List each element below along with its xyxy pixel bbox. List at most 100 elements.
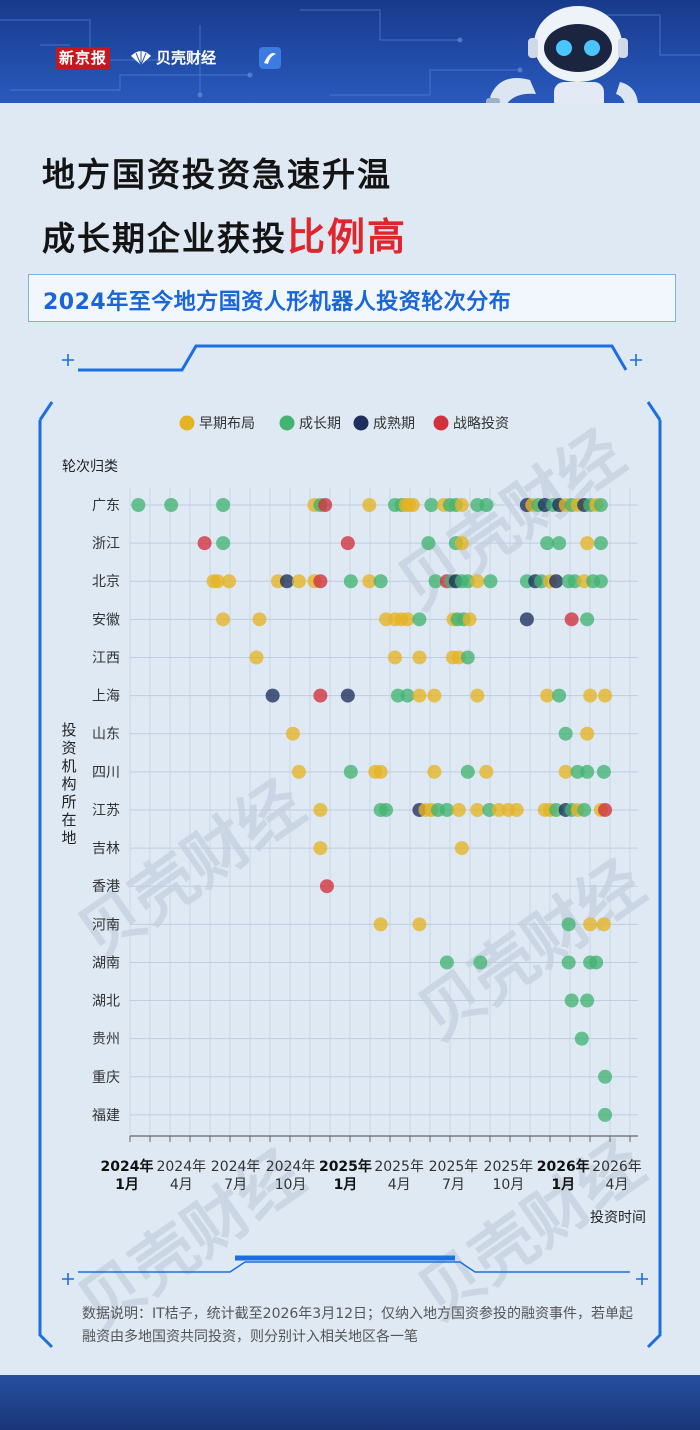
x-tick-month: 1月 [551,1177,575,1193]
data-point-growth [598,1069,613,1084]
data-point-growth [460,764,475,779]
data-point-early [470,802,485,817]
data-point-early [405,498,420,512]
x-tick-year: 2024年 [101,1158,154,1175]
data-point-growth [424,498,439,512]
data-point-strategic [564,612,579,627]
data-point-growth [479,498,494,512]
y-axis-side-char: 在 [61,811,76,829]
data-point-early [427,764,442,779]
x-tick-month: 4月 [170,1177,193,1193]
data-point-early [596,917,611,932]
data-point-early [583,688,598,703]
data-point-early [387,650,402,665]
page-title-line1: 地方国资投资急速升温 [42,155,392,194]
data-point-early [558,764,573,779]
category-label: 广东 [92,498,120,514]
data-point-strategic [319,879,334,894]
x-tick-year: 2024年 [211,1159,261,1175]
data-point-early [598,688,613,703]
x-tick-month: 4月 [388,1177,411,1193]
category-label: 吉林 [92,841,120,857]
legend-label-growth: 成长期 [299,416,341,432]
data-point-growth [574,1031,589,1046]
data-point-early [454,536,469,551]
data-point-early [210,574,225,589]
data-point-early [249,650,264,665]
data-point-growth [561,955,576,970]
data-point-growth [412,612,427,627]
category-label: 香港 [92,879,120,895]
legend-label-mature: 成熟期 [373,416,415,432]
x-tick-year: 2025年 [374,1159,424,1175]
xinjingbao-logo: 新京报 [56,47,110,69]
data-point-early [252,612,267,627]
circuit-pattern [0,9,700,98]
data-point-early [583,917,598,932]
data-point-early [412,688,427,703]
data-point-growth [164,498,179,512]
x-tick-month: 7月 [224,1177,247,1193]
x-tick-year: 2024年 [266,1159,316,1175]
x-axis: 2024年 1月 2024年 4月 2024年 7月 2024年 10月 2025年 1月 2025… [101,1135,646,1226]
data-point-growth [483,574,498,589]
y-axis-side-char: 资 [61,739,76,757]
data-point-growth [552,536,567,551]
data-point-early [291,764,306,779]
data-point-growth [552,688,567,703]
data-point-growth [561,917,576,932]
robot-icon [486,6,639,120]
data-point-growth [580,993,595,1008]
page-title-line2: 成长期企业获投比例高 [42,206,407,261]
data-point-growth [577,802,592,817]
category-label: 湖南 [92,955,120,971]
y-axis-title: 轮次归类 [62,458,118,475]
category-label: 湖北 [92,994,120,1010]
category-label: 北京 [92,574,120,590]
data-point-strategic [598,802,613,817]
data-point-growth [589,955,604,970]
data-point-growth [593,574,608,589]
data-point-early [470,688,485,703]
data-point-mature [340,688,355,703]
data-point-growth [343,764,358,779]
data-point-early [400,612,415,627]
data-point-early [291,574,306,589]
data-point-growth [400,688,415,703]
subtitle-box: 2024年至今地方国资人形机器人投资轮次分布 [28,274,676,322]
data-point-growth [598,1107,613,1122]
data-point-growth [216,536,231,551]
data-point-growth [343,574,358,589]
category-label: 江西 [92,650,120,666]
data-point-growth [131,498,146,512]
chart-legend: 早期布局 成长期 成熟期 战略投资 [179,415,509,432]
y-axis-side-char: 构 [61,775,76,793]
category-label: 浙江 [92,536,120,552]
data-point-early [451,802,466,817]
data-point-early [462,612,477,627]
title-line2-highlight: 比例高 [287,215,408,259]
x-tick-year: 2026年 [537,1158,590,1175]
scatter-chart: 早期布局 成长期 成熟期 战略投资 轮次归类广东浙江北京安徽江西上海山东四川江苏吉林香… [61,415,646,1226]
category-label: 福建 [92,1108,120,1124]
data-point-early [373,764,388,779]
data-point-growth [580,612,595,627]
legend-label-strategic: 战略投资 [453,416,509,432]
data-point-early [540,688,555,703]
x-tick-month: 10月 [275,1177,307,1193]
legend-swatch-mature [353,415,369,431]
category-label: 四川 [92,765,120,781]
y-axis-side-char: 机 [61,757,76,775]
beike-logo: 贝壳财经 [130,47,216,69]
data-point-early [362,498,377,512]
data-point-growth [379,802,394,817]
header-band: 新京报 贝壳财经 [0,0,700,120]
data-point-growth [439,802,454,817]
data-point-growth [540,536,555,551]
data-point-mature [265,688,280,703]
data-point-growth [373,574,388,589]
data-point-early [285,726,300,741]
data-point-strategic [313,688,328,703]
data-point-strategic [197,536,212,551]
